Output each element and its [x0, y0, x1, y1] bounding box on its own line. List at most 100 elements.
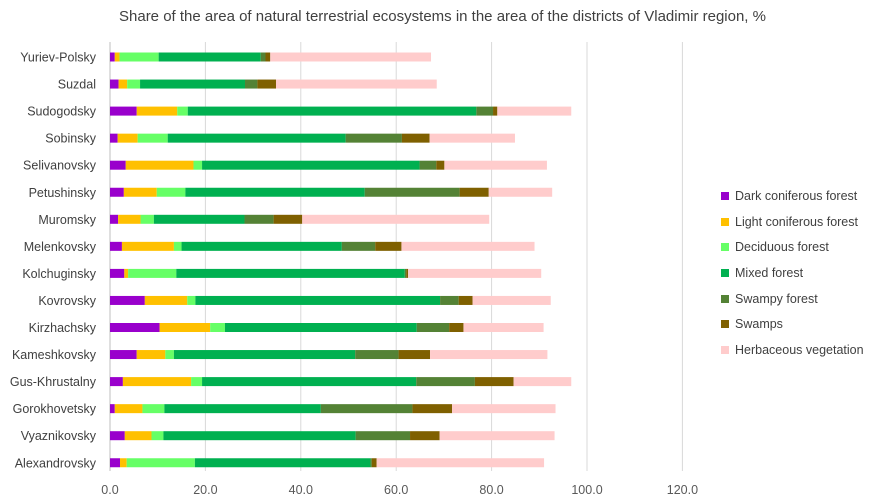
bar-segment: [126, 458, 195, 468]
x-tick-label: 120.0: [667, 483, 698, 497]
legend-label: Dark coniferous forest: [735, 188, 858, 203]
bar-segment: [140, 79, 245, 89]
category-label: Vyaznikovsky: [21, 429, 97, 443]
bar-segment: [110, 214, 119, 224]
bar-segment: [114, 52, 120, 62]
bar-segment: [185, 187, 365, 197]
bar-segment: [193, 160, 203, 170]
bar-segment: [110, 323, 160, 332]
bar-segment: [114, 404, 143, 414]
bar-segment: [110, 458, 121, 468]
bar-segment: [176, 268, 405, 278]
bar-segment: [375, 241, 402, 251]
bar-segment: [429, 133, 515, 143]
bar-segment: [151, 431, 164, 441]
bar-segment: [202, 377, 417, 387]
bar-segment: [275, 79, 437, 89]
category-label: Gorokhovetsky: [13, 402, 97, 416]
bar-segment: [110, 133, 118, 143]
category-label: Kolchuginsky: [22, 267, 96, 281]
bar-segment: [419, 160, 437, 170]
bar-segment: [257, 79, 276, 89]
bar-segment: [110, 79, 119, 89]
bar-segment: [265, 52, 271, 62]
legend-swatch: [721, 345, 729, 354]
x-tick-label: 100.0: [571, 483, 602, 497]
bar-segment: [173, 241, 182, 251]
bar-segment: [439, 431, 555, 441]
legend-swatch: [721, 320, 729, 329]
bar-segment: [119, 52, 159, 62]
bar-segment: [124, 268, 129, 278]
bar-segment: [463, 323, 544, 332]
bar-segment: [121, 241, 174, 251]
bar-segment: [202, 160, 420, 170]
bar-segment: [120, 458, 127, 468]
bar-segment: [224, 323, 417, 332]
bar-segment: [412, 404, 453, 414]
bar-segment: [364, 187, 460, 197]
category-label: Suzdal: [58, 78, 96, 92]
bar-segment: [459, 187, 489, 197]
x-tick-label: 40.0: [289, 483, 313, 497]
bar-segment: [493, 106, 498, 116]
bar-segment: [408, 268, 542, 278]
bar-segment: [110, 160, 126, 170]
bar-segment: [410, 431, 440, 441]
bar-segment: [156, 187, 186, 197]
legend-label: Mixed forest: [735, 265, 804, 280]
bar-segment: [110, 404, 115, 414]
bar-segment: [210, 323, 225, 332]
category-label: Kovrovsky: [38, 294, 96, 308]
bar-segment: [110, 241, 122, 251]
category-label: Muromsky: [38, 213, 96, 227]
bar-segment: [320, 404, 413, 414]
chart-title: Share of the area of natural terrestrial…: [119, 8, 766, 25]
bar-segment: [153, 214, 245, 224]
bar-segment: [164, 404, 321, 414]
legend-item: Mixed forest: [721, 260, 864, 286]
bar-segment: [173, 350, 356, 360]
bar-segment: [137, 133, 168, 143]
bar-segment: [260, 52, 266, 62]
bar-segment: [401, 241, 535, 251]
bar-segment: [110, 187, 124, 197]
bar-segment: [136, 350, 166, 360]
x-tick-label: 80.0: [479, 483, 503, 497]
bar-segment: [472, 295, 551, 305]
legend-label: Herbaceous vegetation: [735, 342, 864, 357]
bar-segment: [474, 377, 514, 387]
category-label: Kameshkovsky: [12, 348, 97, 362]
bar-segment: [128, 268, 177, 278]
bar-segment: [476, 106, 494, 116]
category-label: Kirzhachsky: [29, 321, 97, 335]
bar-segment: [187, 295, 196, 305]
legend-label: Swamps: [735, 317, 783, 332]
legend-label: Deciduous forest: [735, 240, 829, 255]
bar-segment: [110, 106, 137, 116]
category-label: Alexandrovsky: [15, 456, 97, 470]
bar-segment: [125, 160, 194, 170]
legend-item: Swampy forest: [721, 286, 864, 312]
bar-segment: [117, 133, 138, 143]
legend-item: Herbaceous vegetation: [721, 337, 864, 363]
bar-segment: [416, 323, 450, 332]
legend-item: Dark coniferous forest: [721, 183, 864, 209]
bar-segment: [444, 160, 547, 170]
category-label: Gus-Khrustalny: [10, 375, 97, 389]
bar-segment: [165, 350, 174, 360]
bar-segment: [140, 214, 154, 224]
legend: Dark coniferous forest Light coniferous f…: [721, 183, 864, 363]
legend-item: Light coniferous forest: [721, 209, 864, 235]
bar-segment: [195, 295, 441, 305]
bar-segment: [513, 377, 572, 387]
bar-segment: [376, 458, 545, 468]
bar-segment: [488, 187, 553, 197]
bar-segment: [371, 458, 377, 468]
bar-segment: [181, 241, 342, 251]
bar-segment: [244, 79, 258, 89]
bar-segment: [191, 377, 203, 387]
bar-segment: [194, 458, 371, 468]
